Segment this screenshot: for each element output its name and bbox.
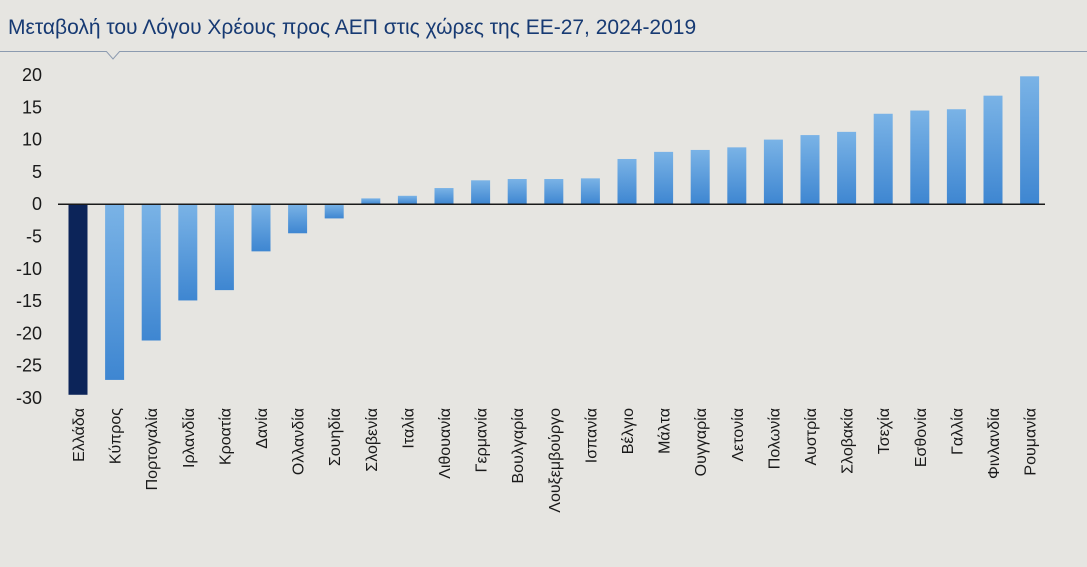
y-tick-label: -5 bbox=[26, 227, 42, 247]
bar bbox=[580, 178, 600, 205]
x-category-label: Ουγγαρία bbox=[693, 408, 710, 476]
x-category-label: Ρουμανία bbox=[1023, 408, 1040, 476]
title-notch-marker bbox=[106, 51, 121, 60]
y-tick-label: -20 bbox=[16, 323, 42, 343]
bar bbox=[1020, 76, 1040, 205]
bar bbox=[544, 179, 564, 205]
x-category-label: Ιρλανδία bbox=[181, 408, 198, 468]
x-category-label: Μάλτα bbox=[657, 408, 674, 454]
bar bbox=[910, 110, 930, 205]
bar bbox=[214, 204, 234, 291]
x-category-label: Πολωνία bbox=[766, 408, 783, 469]
y-tick-label: -30 bbox=[16, 388, 42, 408]
bar bbox=[288, 204, 308, 234]
bar bbox=[141, 204, 161, 341]
x-category-label: Λετονία bbox=[730, 408, 747, 462]
x-axis: Ελλάδα Κύπρος Πορτογαλία Ιρλανδία Κροατία Δαν… bbox=[71, 408, 1040, 513]
x-category-label: Βουλγαρία bbox=[510, 408, 527, 483]
bar bbox=[763, 139, 783, 205]
y-tick-label: -10 bbox=[16, 259, 42, 279]
x-category-label: Βέλγιο bbox=[620, 408, 637, 454]
x-category-label: Λουξεμβούργο bbox=[547, 408, 564, 513]
bar bbox=[105, 204, 125, 380]
bar bbox=[68, 204, 88, 395]
x-category-label: Λιθουανία bbox=[437, 408, 454, 479]
x-category-label: Φινλανδία bbox=[986, 408, 1003, 479]
bar bbox=[690, 149, 710, 205]
y-tick-label: 5 bbox=[32, 162, 42, 182]
y-tick-label: 15 bbox=[22, 97, 42, 117]
x-category-label: Ολλανδία bbox=[291, 408, 308, 475]
x-category-label: Σουηδία bbox=[327, 408, 344, 466]
y-axis: 20 15 10 5 0 -5 -10 -15 -20 -25 -30 bbox=[16, 65, 42, 408]
bar bbox=[507, 179, 527, 205]
bar bbox=[251, 204, 271, 252]
bar bbox=[800, 135, 820, 205]
x-category-label: Τσεχία bbox=[876, 408, 893, 454]
chart-title: Μεταβολή του Λόγου Χρέους προς ΑΕΠ στις … bbox=[8, 16, 697, 39]
bar bbox=[873, 113, 893, 205]
bar bbox=[397, 195, 417, 205]
x-category-label: Κροατία bbox=[217, 408, 234, 465]
y-tick-label: 20 bbox=[22, 65, 42, 85]
x-category-label: Ισπανία bbox=[583, 408, 600, 463]
bar bbox=[324, 204, 344, 219]
bar bbox=[471, 180, 491, 205]
x-category-label: Εσθονία bbox=[913, 408, 930, 467]
title-divider bbox=[0, 51, 1087, 52]
bar bbox=[434, 188, 454, 205]
bar bbox=[837, 131, 857, 205]
bar bbox=[727, 147, 747, 205]
x-category-label: Γερμανία bbox=[474, 408, 491, 472]
bar bbox=[617, 158, 637, 205]
x-category-label: Σλοβακία bbox=[840, 408, 857, 474]
bar bbox=[178, 204, 198, 301]
x-category-label: Ελλάδα bbox=[71, 408, 88, 462]
x-category-label: Γαλλία bbox=[949, 408, 966, 455]
bars bbox=[68, 76, 1040, 395]
x-category-label: Αυστρία bbox=[803, 408, 820, 466]
x-category-label: Κύπρος bbox=[108, 408, 125, 464]
bar bbox=[361, 198, 381, 205]
x-category-label: Δανία bbox=[254, 408, 271, 449]
y-tick-label: 0 bbox=[32, 194, 42, 214]
bar bbox=[654, 151, 674, 205]
bar bbox=[983, 95, 1003, 205]
x-category-label: Ιταλία bbox=[400, 408, 417, 449]
bar bbox=[946, 109, 966, 205]
x-category-label: Σλοβενία bbox=[364, 408, 381, 472]
y-tick-label: -25 bbox=[16, 356, 42, 376]
x-category-label: Πορτογαλία bbox=[144, 408, 161, 490]
y-tick-label: -15 bbox=[16, 291, 42, 311]
y-tick-label: 10 bbox=[22, 130, 42, 150]
